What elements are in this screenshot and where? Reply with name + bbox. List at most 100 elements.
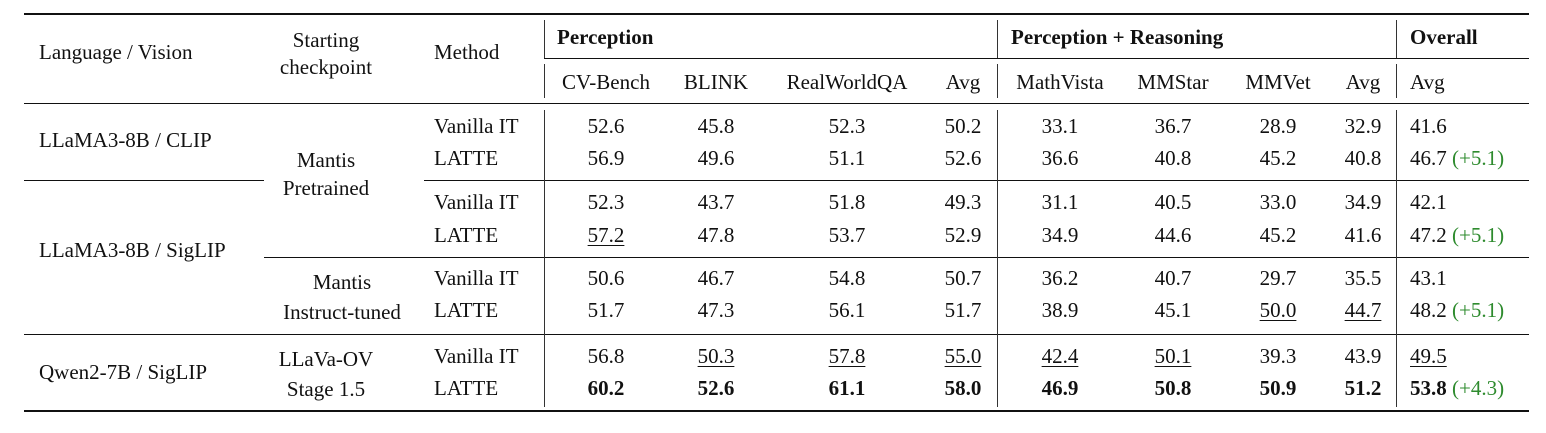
score-value: 52.3 <box>587 190 625 214</box>
checkpoint-llava-ov-line1: LLaVa-OV <box>278 347 374 371</box>
score-cell: 47.8 <box>698 223 735 247</box>
method-cell: Vanilla IT <box>434 190 519 214</box>
score-value: 47.8 <box>697 223 735 247</box>
checkpoint-mantis-pretrained: Mantis Pretrained <box>283 146 369 202</box>
score-value: 36.6 <box>1041 146 1079 170</box>
score-cell: 51.7 <box>945 298 982 322</box>
score-value: 45.8 <box>697 114 735 138</box>
score-value: 49.3 <box>944 190 982 214</box>
score-value: 32.9 <box>1344 114 1382 138</box>
checkpoint-mantis-pretrained-line1: Mantis <box>296 148 356 172</box>
top-rule <box>24 13 1529 15</box>
column-header: MathVista <box>1016 70 1104 94</box>
score-value: 51.7 <box>587 298 625 322</box>
score-value: 52.6 <box>697 376 735 400</box>
method-cell: LATTE <box>434 146 499 170</box>
score-value: 56.1 <box>828 298 866 322</box>
score-value: 46.9 <box>1041 376 1079 400</box>
sep-overall-body <box>1396 110 1397 407</box>
score-value: 61.1 <box>828 376 866 400</box>
score-value: 50.7 <box>944 266 982 290</box>
model-qwen2-siglip: Qwen2-7B / SigLIP <box>39 360 207 384</box>
header-group-perception-reasoning: Perception + Reasoning <box>1011 25 1224 49</box>
score-value: 50.6 <box>587 266 625 290</box>
score-value: 36.7 <box>1154 114 1192 138</box>
clip-siglip-divider <box>24 180 264 181</box>
score-cell: 31.1 <box>1042 190 1079 214</box>
score-value: 39.3 <box>1259 344 1297 368</box>
score-cell: 51.2 <box>1345 376 1382 400</box>
score-cell: 43.9 <box>1345 344 1382 368</box>
score-cell: 36.6 <box>1042 146 1079 170</box>
score-value: 47.3 <box>697 298 735 322</box>
score-cell: 48.2 (+5.1) <box>1410 298 1504 322</box>
score-cell: 50.7 <box>945 266 982 290</box>
score-cell: 52.3 <box>829 114 866 138</box>
score-value: 51.1 <box>828 146 866 170</box>
score-cell: 50.9 <box>1260 376 1297 400</box>
score-value: 31.1 <box>1041 190 1079 214</box>
header-group-perception: Perception <box>557 25 654 49</box>
score-value: 45.2 <box>1259 146 1297 170</box>
score-value: 51.7 <box>944 298 982 322</box>
score-cell: 56.9 <box>588 146 625 170</box>
results-table: Language / Vision Starting checkpoint Me… <box>24 0 1529 433</box>
score-value: 44.7 <box>1344 298 1382 322</box>
header-starting-checkpoint-line1: Starting <box>292 28 360 52</box>
score-value: 50.9 <box>1259 376 1297 400</box>
model-llama3-siglip: LLaMA3-8B / SigLIP <box>39 238 226 262</box>
score-value: 49.5 <box>1410 344 1447 368</box>
score-value: 48.2 <box>1410 298 1447 322</box>
bottom-rule <box>24 410 1529 412</box>
score-value: 34.9 <box>1041 223 1079 247</box>
score-value: 56.9 <box>587 146 625 170</box>
column-header: CV-Bench <box>562 70 650 94</box>
score-value: 33.1 <box>1041 114 1079 138</box>
score-cell: 43.7 <box>698 190 735 214</box>
score-cell: 29.7 <box>1260 266 1297 290</box>
score-value: 55.0 <box>944 344 982 368</box>
score-cell: 39.3 <box>1260 344 1297 368</box>
score-value: 40.7 <box>1154 266 1192 290</box>
score-cell: 54.8 <box>829 266 866 290</box>
score-cell: 34.9 <box>1042 223 1079 247</box>
score-cell: 45.8 <box>698 114 735 138</box>
score-cell: 40.5 <box>1155 190 1192 214</box>
score-value: 60.2 <box>587 376 625 400</box>
score-cell: 49.3 <box>945 190 982 214</box>
score-cell: 50.1 <box>1155 344 1192 368</box>
score-cell: 46.9 <box>1042 376 1079 400</box>
score-value: 41.6 <box>1344 223 1382 247</box>
score-value: 45.1 <box>1154 298 1192 322</box>
column-header: MMStar <box>1137 70 1209 94</box>
method-cell: Vanilla IT <box>434 344 519 368</box>
checkpoint-llava-ov-line2: Stage 1.5 <box>286 377 366 401</box>
score-cell: 41.6 <box>1410 114 1447 138</box>
sep-reasoning-body <box>997 110 998 407</box>
score-value: 40.8 <box>1344 146 1382 170</box>
score-value: 46.7 <box>697 266 735 290</box>
method-cell: LATTE <box>434 376 499 400</box>
score-cell: 50.8 <box>1155 376 1192 400</box>
score-value: 43.7 <box>697 190 735 214</box>
model-llama3-clip: LLaMA3-8B / CLIP <box>39 128 212 152</box>
score-value: 43.1 <box>1410 266 1447 290</box>
score-cell: 28.9 <box>1260 114 1297 138</box>
score-cell: 49.6 <box>698 146 735 170</box>
score-cell: 42.1 <box>1410 190 1447 214</box>
method-cell: Vanilla IT <box>434 114 519 138</box>
score-value: 41.6 <box>1410 114 1447 138</box>
score-cell: 56.1 <box>829 298 866 322</box>
score-value: 51.8 <box>828 190 866 214</box>
score-value: 40.5 <box>1154 190 1192 214</box>
score-cell: 43.1 <box>1410 266 1447 290</box>
checkpoint-mantis-pretrained-line2: Pretrained <box>282 176 370 200</box>
score-cell: 51.1 <box>829 146 866 170</box>
score-value: 52.3 <box>828 114 866 138</box>
score-value: 56.8 <box>587 344 625 368</box>
score-cell: 50.0 <box>1260 298 1297 322</box>
score-value: 44.6 <box>1154 223 1192 247</box>
score-cell: 32.9 <box>1345 114 1382 138</box>
score-cell: 35.5 <box>1345 266 1382 290</box>
checkpoint-mantis-instruct-line1: Mantis <box>312 270 372 294</box>
